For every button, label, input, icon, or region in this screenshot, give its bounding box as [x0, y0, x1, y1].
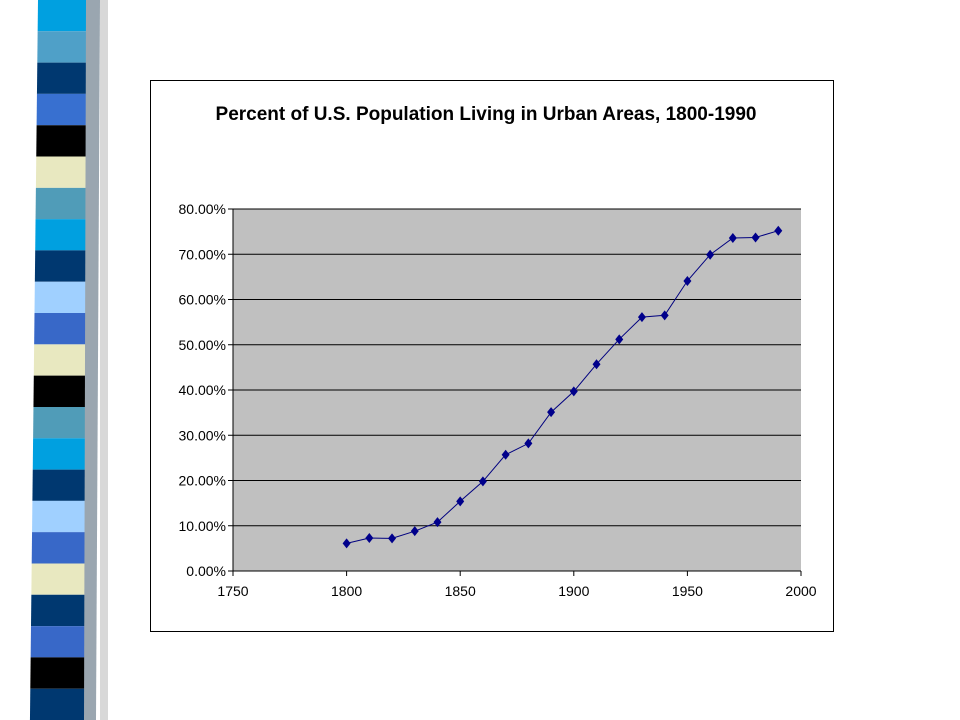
decor-stripe — [32, 438, 88, 470]
decor-stripe — [32, 469, 87, 501]
data-point — [637, 312, 646, 323]
y-tick-label: 0.00% — [186, 563, 226, 579]
data-point — [774, 225, 783, 236]
data-point — [728, 232, 737, 243]
decorative-stripe-border — [29, 0, 108, 720]
chart-title: Percent of U.S. Population Living in Urb… — [215, 104, 757, 125]
y-tick-label: 20.00% — [179, 473, 226, 489]
y-tick-label: 10.00% — [179, 518, 226, 534]
y-tick-label: 70.00% — [179, 246, 226, 262]
data-point — [706, 249, 715, 260]
decor-stripe — [36, 93, 87, 126]
chart-plot: 0.00% 10.00% 20.00% 30.00% 40.00% 50.00% 60.00… — [179, 201, 817, 599]
data-point — [388, 533, 397, 544]
decor-stripe — [36, 125, 87, 157]
y-tick-label: 30.00% — [179, 427, 226, 443]
decor-stripe — [34, 313, 87, 345]
data-point — [501, 449, 510, 460]
data-point — [592, 359, 601, 370]
x-tick-label: 1800 — [331, 583, 362, 599]
data-point — [524, 438, 533, 449]
data-point — [615, 334, 624, 345]
data-point — [751, 232, 760, 243]
y-tick-label: 80.00% — [179, 201, 226, 217]
data-point — [569, 386, 578, 397]
decor-stripe — [30, 626, 88, 658]
decor-stripe — [31, 532, 88, 564]
data-point — [433, 517, 442, 528]
x-tick-label: 1850 — [445, 583, 476, 599]
y-tick-label: 40.00% — [179, 382, 226, 398]
decor-stripe — [32, 500, 87, 533]
decor-stripe — [33, 375, 87, 407]
decor-stripe — [35, 219, 87, 251]
chart-area: Percent of U.S. Population Living in Urb… — [150, 80, 834, 632]
decor-stripe — [33, 344, 88, 376]
decor-stripe — [34, 250, 88, 282]
data-point — [410, 526, 419, 537]
data-point — [342, 538, 351, 549]
decor-stripe — [35, 156, 88, 188]
data-point — [683, 275, 692, 286]
decor-shadow — [100, 0, 108, 720]
decor-stripe — [29, 688, 87, 720]
decor-stripe — [30, 657, 87, 689]
decor-stripe — [35, 187, 87, 220]
decor-edge — [84, 0, 100, 720]
y-tick-label: 50.00% — [179, 337, 226, 353]
x-tick-label: 1750 — [217, 583, 248, 599]
x-tick-label: 2000 — [785, 583, 816, 599]
x-tick-label: 1950 — [672, 583, 703, 599]
decor-stripe — [36, 62, 88, 94]
decor-stripe — [31, 563, 87, 595]
data-point — [547, 407, 556, 418]
decor-stripe — [33, 406, 87, 439]
data-point — [456, 496, 465, 507]
data-point — [365, 532, 374, 543]
data-point — [660, 310, 669, 321]
decor-stripe — [37, 0, 87, 32]
decor-stripe — [31, 594, 87, 627]
series-line — [346, 230, 779, 544]
decor-stripe — [37, 31, 87, 63]
y-tick-label: 60.00% — [179, 292, 226, 308]
decor-stripe — [34, 281, 87, 314]
data-point — [478, 476, 487, 487]
x-tick-label: 1900 — [558, 583, 589, 599]
